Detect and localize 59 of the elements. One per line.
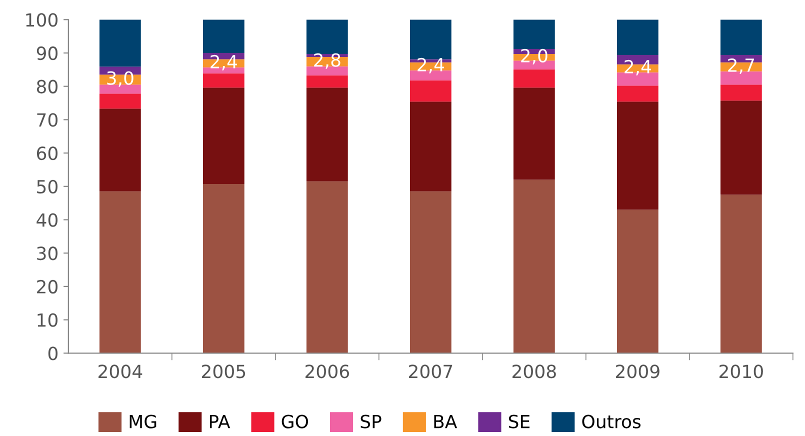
y-tick-label: 50	[37, 180, 58, 194]
data-label: 3,0	[107, 71, 134, 87]
bar	[202, 73, 244, 88]
x-tick-label: 2006	[306, 364, 350, 378]
bar	[202, 88, 244, 184]
bar	[513, 180, 555, 354]
legend-label: SP	[360, 414, 382, 428]
y-tick-label: 0	[48, 346, 58, 360]
y-tick-label: 10	[38, 313, 58, 327]
bar	[306, 75, 348, 88]
bar	[513, 20, 555, 49]
bar	[202, 184, 244, 354]
y-tick-label: 30	[37, 246, 58, 260]
bar	[99, 20, 141, 67]
bar	[99, 191, 141, 354]
bar	[616, 86, 658, 102]
bar	[202, 20, 244, 53]
data-label: 2,4	[624, 60, 652, 76]
bar	[720, 100, 762, 195]
data-label: 2,4	[210, 54, 238, 70]
x-tick-label: 2005	[202, 364, 246, 378]
bar	[720, 84, 762, 101]
bar	[410, 80, 452, 102]
bar	[513, 88, 555, 180]
bar	[410, 191, 452, 354]
x-tick-label: 2010	[720, 364, 763, 378]
bar	[616, 102, 658, 210]
bar	[720, 20, 762, 55]
bar	[720, 194, 762, 354]
bar	[99, 94, 141, 109]
y-tick-label: 40	[36, 213, 58, 227]
legend-label: GO	[282, 414, 308, 428]
legend-label: SE	[508, 414, 530, 428]
x-tick-label: 2007	[409, 364, 452, 378]
y-tick-label: 70	[37, 113, 58, 127]
data-label: 2,7	[728, 58, 754, 74]
y-tick-label: 80	[36, 80, 58, 94]
bar	[513, 69, 555, 88]
bar	[99, 108, 141, 192]
legend-label: MG	[130, 414, 156, 428]
bar	[306, 20, 348, 54]
legend-label: BA	[434, 414, 458, 428]
y-tick-label: 90	[36, 46, 58, 60]
data-label: 2,4	[418, 58, 444, 74]
bar	[410, 20, 452, 60]
legend-label: PA	[210, 414, 230, 428]
bar	[616, 210, 658, 354]
bar	[616, 20, 658, 55]
legend-label: Outros	[582, 414, 641, 428]
y-tick-label: 60	[36, 146, 58, 160]
y-tick-label: 100	[26, 13, 58, 27]
x-tick-label: 2009	[616, 364, 660, 378]
bar	[306, 88, 348, 182]
x-tick-label: 2008	[512, 364, 556, 378]
x-tick-label: 2004	[98, 364, 142, 378]
y-tick-label: 20	[37, 280, 58, 294]
bar	[410, 102, 452, 192]
data-label: 2,8	[314, 53, 340, 69]
bar	[306, 181, 348, 354]
